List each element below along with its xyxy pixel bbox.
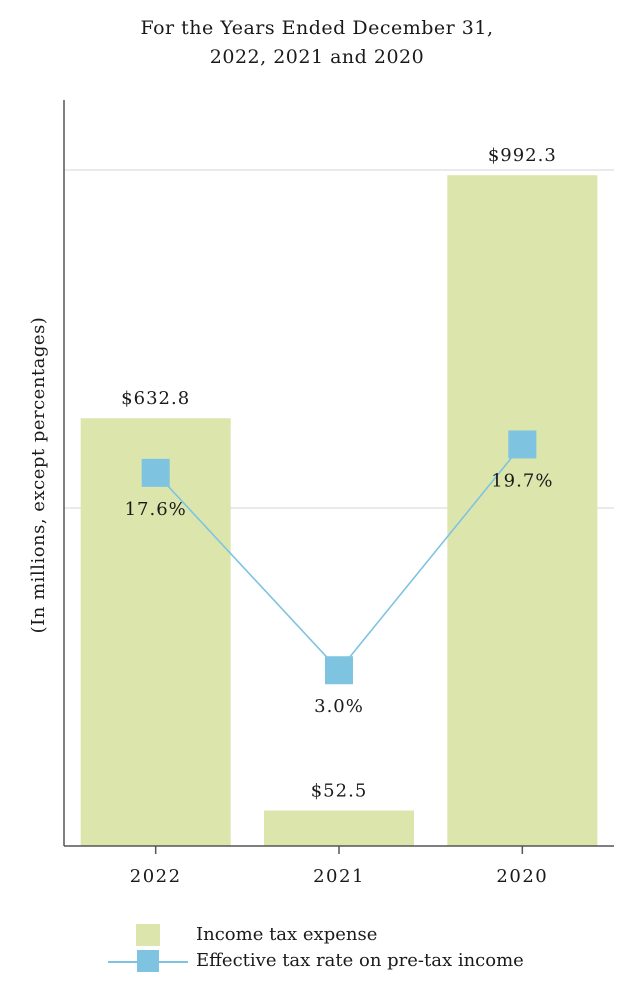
rate-marker-2022: [141, 458, 170, 487]
legend-label-line: Effective tax rate on pre-tax income: [196, 950, 524, 971]
labels-layer: $632.8 $52.5 $992.3 17.6% 3.0% 19.7%: [121, 145, 557, 802]
rate-label-2022: 17.6%: [125, 499, 187, 520]
legend-label-bars: Income tax expense: [196, 924, 378, 945]
y-axis-label: (In millions, except percentages): [28, 317, 49, 634]
line-layer: [141, 430, 537, 685]
legend-bar-swatch: [136, 924, 160, 946]
bar-2021: [264, 810, 414, 846]
legend-marker-swatch: [137, 950, 159, 972]
x-tick-label-2022: 2022: [130, 866, 182, 887]
bar-2020: [447, 175, 598, 846]
rate-marker-2021: [325, 656, 353, 685]
bar-label-2022: $632.8: [121, 388, 190, 409]
bar-label-2020: $992.3: [488, 145, 557, 166]
x-tick-label-2020: 2020: [496, 866, 548, 887]
chart-title: For the Years Ended December 31,: [140, 17, 494, 39]
rate-marker-2020: [508, 430, 537, 459]
bar-label-2021: $52.5: [311, 781, 368, 802]
rate-label-2020: 19.7%: [491, 470, 553, 491]
bars-layer: [80, 175, 598, 846]
rate-label-2021: 3.0%: [314, 696, 364, 717]
chart-subtitle: 2022, 2021 and 2020: [209, 46, 425, 68]
combo-chart: 2022 2021 2020 (In millions, except percent…: [28, 100, 614, 887]
x-tick-label-2021: 2021: [313, 866, 365, 887]
axes-layer: 2022 2021 2020 (In millions, except percent…: [28, 100, 614, 887]
chart-title-block: For the Years Ended December 31, 2022, 2…: [0, 14, 634, 72]
bar-2022: [80, 418, 231, 846]
